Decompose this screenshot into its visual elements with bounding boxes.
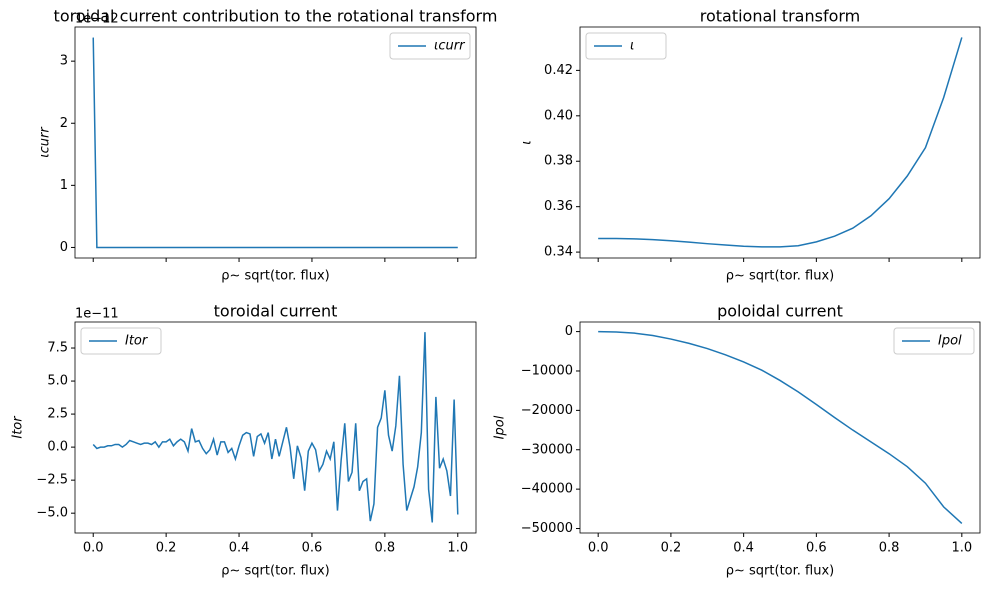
x-axis-label: ρ∼ sqrt(tor. flux) <box>726 269 834 284</box>
x-tick-label: 0.4 <box>229 541 250 556</box>
x-tick-label: 0.0 <box>83 541 104 556</box>
data-line <box>598 330 963 524</box>
x-tick-label: 0.2 <box>156 541 177 556</box>
axes-frame <box>579 321 981 534</box>
y-tick-label: −2.5 <box>36 473 68 488</box>
x-tick-label: 0.0 <box>588 541 609 556</box>
y-tick-label: −20000 <box>521 403 573 418</box>
x-axis-label: ρ∼ sqrt(tor. flux) <box>221 269 329 284</box>
axes-frame <box>74 26 477 259</box>
chart-title: toroidal current contribution to the rot… <box>54 7 498 26</box>
y-tick-label: 7.5 <box>47 341 68 356</box>
x-axis-label: ρ∼ sqrt(tor. flux) <box>221 564 329 579</box>
chart-title: rotational transform <box>700 7 861 26</box>
legend-box <box>585 32 667 60</box>
data-line <box>92 37 458 249</box>
legend-label: Itor <box>125 334 149 349</box>
x-tick-label: 0.8 <box>879 541 900 556</box>
legend: ιcurr <box>389 32 471 60</box>
y-tick-label: −40000 <box>521 482 573 497</box>
x-tick-label: 0.4 <box>733 541 754 556</box>
data-line <box>598 37 963 248</box>
offset-text: 1e−11 <box>75 307 119 322</box>
y-tick-label: −50000 <box>521 521 573 536</box>
y-tick-label: 0.38 <box>544 154 573 169</box>
x-tick-label: 0.2 <box>661 541 682 556</box>
legend-label: ι <box>630 39 634 54</box>
axes-frame <box>579 26 981 259</box>
legend: ι <box>585 32 667 60</box>
axes-frame <box>74 321 477 534</box>
y-tick-label: 0.36 <box>544 199 573 214</box>
y-tick-label: −10000 <box>521 363 573 378</box>
y-tick-label: 0 <box>60 240 68 255</box>
chart-title: poloidal current <box>717 302 843 321</box>
y-tick-label: 5.0 <box>47 374 68 389</box>
offset-text: 1e−12 <box>75 12 119 27</box>
y-tick-label: 0.40 <box>544 108 573 123</box>
y-tick-label: 0.34 <box>544 245 573 260</box>
legend-box <box>893 327 975 355</box>
legend-label: ιcurr <box>434 39 466 54</box>
x-tick-label: 0.6 <box>302 541 323 556</box>
legend: Itor <box>80 327 162 355</box>
y-axis-label: Itor <box>11 415 26 439</box>
x-tick-label: 0.6 <box>806 541 827 556</box>
y-tick-label: −30000 <box>521 442 573 457</box>
legend-box <box>389 32 471 60</box>
x-axis-label: ρ∼ sqrt(tor. flux) <box>726 564 834 579</box>
y-tick-label: −5.0 <box>36 506 68 521</box>
chart-title: toroidal current <box>214 302 338 321</box>
legend-label: Ipol <box>938 334 962 349</box>
x-tick-label: 1.0 <box>447 541 468 556</box>
y-tick-label: 0.42 <box>544 63 573 78</box>
legend-box <box>80 327 162 355</box>
y-tick-label: 2 <box>60 116 68 131</box>
x-tick-label: 1.0 <box>951 541 972 556</box>
y-tick-label: 0 <box>565 324 573 339</box>
y-tick-label: 0.0 <box>47 440 68 455</box>
y-axis-label: ι <box>520 140 535 144</box>
y-axis-label: Ipol <box>493 415 508 439</box>
legend: Ipol <box>893 327 975 355</box>
y-tick-label: 2.5 <box>47 407 68 422</box>
y-tick-label: 1 <box>60 178 68 193</box>
y-axis-label: ιcurr <box>38 126 53 158</box>
y-tick-label: 3 <box>60 54 68 69</box>
data-line <box>92 332 459 523</box>
x-tick-label: 0.8 <box>375 541 396 556</box>
